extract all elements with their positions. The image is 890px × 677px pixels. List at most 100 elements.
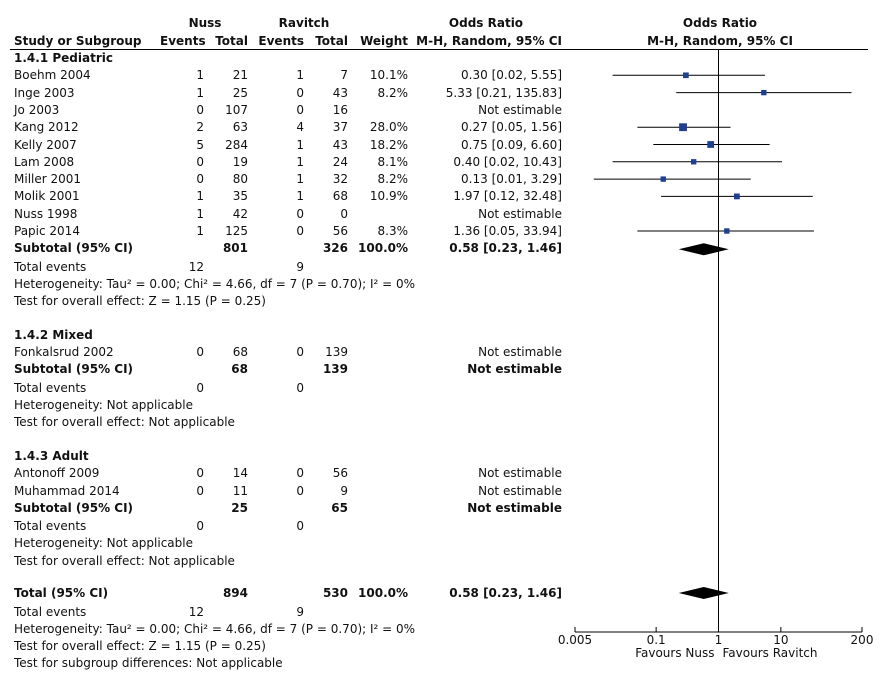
plot-odds-ratio-header: Odds Ratio	[682, 16, 758, 30]
subtotal-total1: 25	[231, 500, 248, 515]
subtotal-odds-ratio: Not estimable	[467, 362, 562, 377]
total-weight: 100.0%	[358, 586, 408, 600]
study-point-square	[707, 141, 715, 148]
total2-cell: 139	[325, 345, 348, 360]
total-odds-ratio: 0.58 [0.23, 1.46]	[449, 586, 562, 600]
total1-cell: 107	[225, 102, 248, 117]
subtotal-odds-ratio: Not estimable	[467, 500, 562, 515]
events1-column-header: Events	[160, 34, 206, 48]
weight-cell: 18.2%	[369, 137, 408, 152]
total-events-label: Total events	[14, 259, 87, 274]
summary-diamond	[678, 587, 729, 599]
study-name: Fonkalsrud 2002	[14, 345, 114, 360]
overall-effect-text: Test for overall effect: Z = 1.15 (P = 0…	[14, 294, 266, 309]
weight-cell: 28.0%	[369, 120, 408, 135]
study-name: Muhammad 2014	[14, 483, 120, 498]
events2-cell: 1	[296, 172, 304, 187]
study-point-square	[761, 89, 767, 96]
total-heterogeneity-text: Heterogeneity: Tau² = 0.00; Chi² = 4.66,…	[14, 622, 416, 636]
favours-left-label: Favours Nuss	[635, 646, 714, 660]
weight-column-header: Weight	[360, 34, 408, 48]
group2-header: Ravitch	[278, 16, 330, 30]
total-events1: 0	[196, 519, 204, 534]
odds-ratio-header: Odds Ratio	[448, 16, 524, 30]
total1-cell: 42	[232, 206, 248, 221]
events1-cell: 1	[196, 68, 204, 83]
study-name: Lam 2008	[14, 154, 75, 169]
events1-cell: 1	[196, 85, 204, 100]
odds-ratio-cell: 1.36 [0.05, 33.94]	[453, 224, 562, 238]
total-events2: 9	[296, 259, 304, 274]
odds-ratio-cell: 0.13 [0.01, 3.29]	[461, 172, 562, 187]
events1-cell: 2	[196, 120, 204, 135]
weight-cell: 8.3%	[377, 224, 409, 238]
plot-method-header: M-H, Random, 95% CI	[647, 34, 793, 48]
events2-cell: 0	[296, 224, 304, 238]
subtotal-label: Subtotal (95% CI)	[14, 241, 134, 256]
events1-cell: 0	[196, 483, 204, 498]
odds-ratio-cell: 0.75 [0.09, 6.60]	[461, 137, 562, 152]
events1-cell: 1	[196, 206, 204, 221]
total-events1: 12	[188, 259, 204, 274]
subgroup-title: 1.4.3 Adult	[14, 448, 89, 463]
subtotal-total2: 139	[322, 362, 348, 377]
total2-cell: 7	[340, 68, 348, 83]
summary-diamond	[678, 243, 729, 256]
total-events-label: Total events	[14, 519, 87, 534]
total1-cell: 35	[232, 189, 248, 204]
events2-cell: 1	[296, 137, 304, 152]
total2-cell: 56	[332, 466, 348, 481]
total1-column-header: Total	[215, 34, 248, 48]
x-axis-tick-label: 1	[715, 633, 723, 647]
total2-cell: 16	[332, 102, 348, 117]
study-name: Miller 2001	[14, 172, 82, 187]
subtotal-total1: 68	[231, 362, 248, 377]
study-point-square	[683, 72, 689, 79]
events1-cell: 5	[196, 137, 204, 152]
subtotal-weight: 100.0%	[358, 241, 408, 256]
total1-cell: 11	[232, 483, 248, 498]
subtotal-total2: 326	[322, 241, 348, 256]
total-label: Total (95% CI)	[14, 586, 109, 600]
events1-cell: 0	[196, 102, 204, 117]
study-name: Jo 2003	[14, 102, 60, 117]
events1-cell: 0	[196, 154, 204, 169]
weight-cell: 10.9%	[369, 189, 408, 204]
events2-cell: 0	[296, 206, 304, 221]
study-name: Nuss 1998	[14, 206, 78, 221]
total-events2: 0	[296, 519, 304, 534]
group1-header: Nuss	[188, 16, 222, 30]
heterogeneity-text: Heterogeneity: Tau² = 0.00; Chi² = 4.66,…	[14, 276, 416, 291]
total-events1: 12	[188, 605, 204, 619]
heterogeneity-text: Heterogeneity: Not applicable	[14, 536, 193, 551]
events2-cell: 1	[296, 189, 304, 204]
total-events2: 9	[296, 605, 304, 619]
study-name: Inge 2003	[14, 85, 75, 100]
total-events-label: Total events	[14, 605, 87, 619]
subtotal-label: Subtotal (95% CI)	[14, 500, 134, 515]
total1-cell: 80	[232, 172, 248, 187]
total-total2: 530	[322, 586, 348, 600]
events1-cell: 0	[196, 172, 204, 187]
overall-effect-text: Test for overall effect: Not applicable	[14, 415, 235, 430]
events2-cell: 0	[296, 102, 304, 117]
study-point-square	[733, 193, 740, 200]
events1-cell: 1	[196, 189, 204, 204]
study-point-square	[679, 123, 687, 132]
overall-effect-text: Test for overall effect: Not applicable	[14, 553, 235, 568]
total1-cell: 21	[232, 68, 248, 83]
total2-cell: 24	[332, 154, 348, 169]
total2-cell: 0	[340, 206, 348, 221]
total1-cell: 284	[225, 137, 248, 152]
study-point-square	[724, 228, 730, 234]
subgroup-differences-text: Test for subgroup differences: Not appli…	[14, 656, 283, 670]
study-point-square	[660, 176, 666, 182]
total2-cell: 9	[340, 483, 348, 498]
study-name: Papic 2014	[14, 224, 80, 238]
method-column-header: M-H, Random, 95% CI	[416, 34, 562, 48]
total2-cell: 68	[332, 189, 348, 204]
total2-column-header: Total	[315, 34, 348, 48]
events2-cell: 0	[296, 85, 304, 100]
study-name: Molik 2001	[14, 189, 80, 204]
